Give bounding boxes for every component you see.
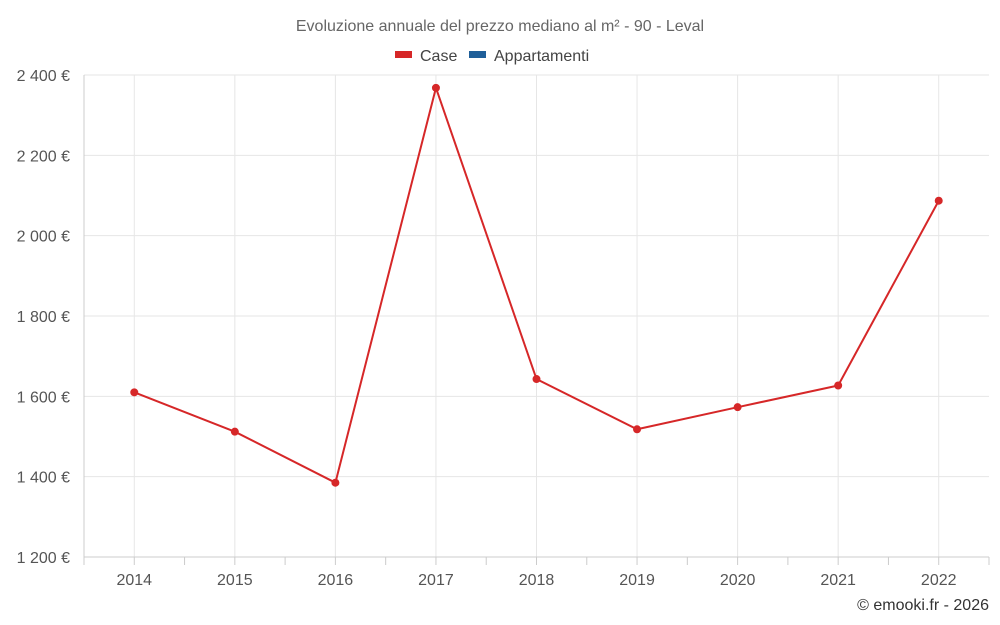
data-points — [130, 83, 943, 487]
credit-text: © emooki.fr - 2026 — [857, 597, 989, 614]
x-tick-label: 2019 — [619, 572, 655, 589]
y-tick-label: 1 800 € — [17, 309, 70, 326]
data-point-2016[interactable] — [331, 478, 340, 487]
y-tick-label: 2 200 € — [17, 148, 70, 165]
x-tick-label: 2015 — [217, 572, 253, 589]
data-point-2020[interactable] — [733, 403, 742, 412]
x-tick-label: 2022 — [921, 572, 957, 589]
data-point-2015[interactable] — [230, 427, 239, 436]
legend-item-appartamenti[interactable]: Appartamenti — [469, 48, 589, 65]
data-point-2021[interactable] — [834, 381, 843, 390]
legend-label-appartamenti: Appartamenti — [494, 48, 589, 65]
x-tick-label: 2018 — [519, 572, 555, 589]
data-point-2014[interactable] — [130, 388, 139, 397]
legend-swatch-case — [395, 51, 412, 58]
data-point-2019[interactable] — [633, 425, 642, 434]
chart-title: Evoluzione annuale del prezzo mediano al… — [296, 18, 704, 35]
y-tick-label: 2 400 € — [17, 68, 70, 85]
legend: Case Appartamenti — [395, 48, 589, 65]
y-tick-label: 1 200 € — [17, 550, 70, 567]
legend-swatch-appartamenti — [469, 51, 486, 58]
y-tick-label: 1 600 € — [17, 389, 70, 406]
legend-label-case: Case — [420, 48, 457, 65]
legend-item-case[interactable]: Case — [395, 48, 457, 65]
y-tick-label: 1 400 € — [17, 470, 70, 487]
x-tick-label: 2020 — [720, 572, 756, 589]
data-point-2018[interactable] — [532, 375, 541, 384]
data-point-2022[interactable] — [934, 196, 943, 205]
x-tick-label: 2016 — [318, 572, 354, 589]
x-tick-label: 2021 — [820, 572, 856, 589]
x-tick-label: 2017 — [418, 572, 454, 589]
grid — [84, 74, 989, 557]
data-point-2017[interactable] — [431, 83, 440, 92]
y-tick-label: 2 000 € — [17, 229, 70, 246]
axes: 1 200 € 1 400 € 1 600 € 1 800 € 2 000 € 2 200… — [17, 68, 990, 589]
x-tick-label: 2014 — [116, 572, 152, 589]
